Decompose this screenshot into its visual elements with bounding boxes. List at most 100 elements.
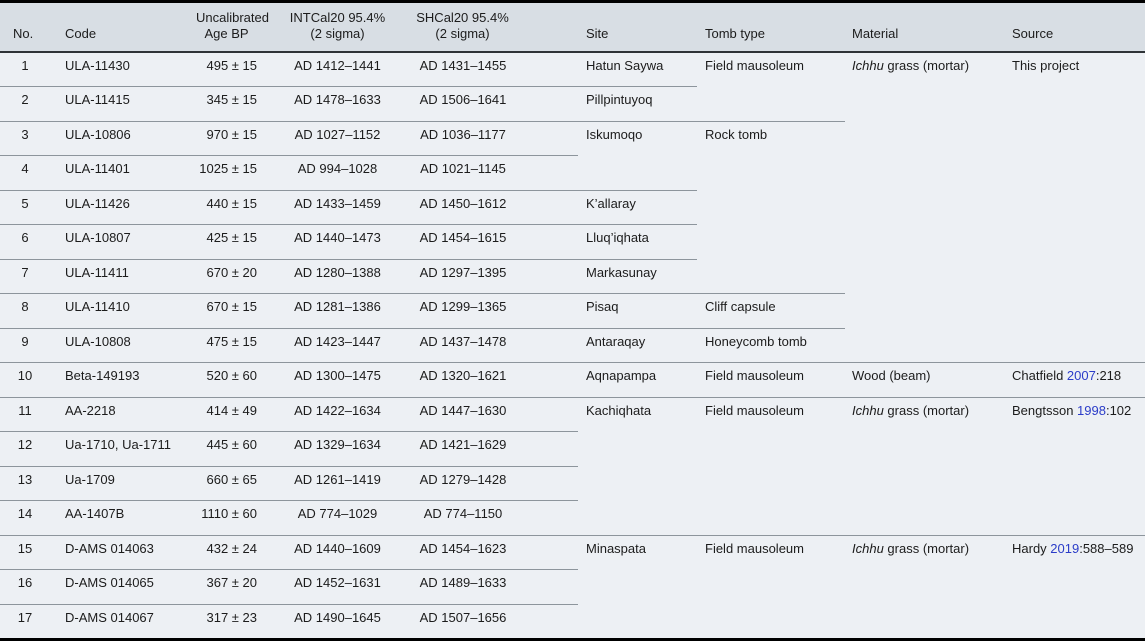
cell-shcal: AD 1021–1145: [405, 155, 578, 191]
column-header-line: (2 sigma): [435, 26, 490, 42]
column-header-line: Site: [586, 26, 609, 42]
table-row: 15 D-AMS 014063 432 ± 24 AD 1440–1609 AD 145…: [0, 535, 1145, 570]
cell-shcal: AD 1431–1455: [405, 51, 578, 87]
cell-tomb: Field mausoleum: [705, 540, 804, 556]
cell-age: 660 ± 65: [196, 466, 270, 501]
cell-intcal: AD 1329–1634: [270, 431, 405, 467]
table-row: 10 Beta-149193 520 ± 60 AD 1300–1475 AD 1320…: [0, 362, 1145, 398]
column-header-intcal: INTCal20 95.4% (2 sigma): [270, 1, 405, 53]
cell-shcal: AD 1279–1428: [405, 466, 578, 501]
table-row: 2 ULA-11415 345 ± 15 AD 1478–1633 AD 1506–16…: [0, 86, 1145, 122]
cell-age: 317 ± 23: [206, 609, 257, 625]
cell-intcal: AD 1300–1475: [270, 362, 405, 398]
cell-age: 440 ± 15: [196, 190, 270, 225]
cell-shcal: AD 1447–1630: [405, 397, 578, 432]
cell-intcal: AD 1440–1473: [270, 224, 405, 260]
column-header-source: Source: [1005, 1, 1145, 53]
cell-age: 414 ± 49: [196, 397, 270, 432]
cell-material: Ichhu grass (mortar): [845, 397, 1005, 536]
material-italic-term: Ichhu: [852, 57, 884, 73]
cell-code: ULA-11411: [50, 259, 196, 294]
cell-source: This project: [1005, 51, 1145, 363]
cell-intcal: AD 994–1028: [270, 155, 405, 191]
cell-age: 367 ± 20: [196, 569, 270, 605]
column-header-no: No.: [0, 1, 50, 53]
cell-code: Ua-1709: [50, 466, 196, 501]
column-header-line: Tomb type: [705, 26, 765, 42]
cell-shcal: AD 1297–1395: [405, 259, 578, 294]
cell-shcal: AD 1489–1633: [405, 569, 578, 605]
table-row: 7 ULA-11411 670 ± 20 AD 1280–1388 AD 1297–13…: [0, 259, 1145, 294]
cell-source: Hardy 2019:588–589: [1012, 540, 1134, 556]
cell-material: Ichhu grass (mortar): [845, 51, 1005, 363]
cell-site: Hatun Saywa: [578, 51, 697, 87]
table-row: 1 ULA-11430 495 ± 15 AD 1412–1441 AD 1431–14…: [0, 51, 1145, 363]
cell-shcal: AD 1507–1656: [419, 609, 507, 625]
cell-shcal: AD 1421–1629: [405, 431, 578, 467]
cell-shcal: AD 1454–1615: [405, 224, 578, 260]
table-row: 11 AA-2218 414 ± 49 AD 1422–1634 AD 1447–163…: [0, 397, 1145, 536]
cell-age: 425 ± 15: [196, 224, 270, 260]
cell-shcal: AD 1036–1177: [405, 121, 578, 156]
cell-code: D-AMS 014065: [50, 569, 196, 605]
cell-no: 13: [0, 466, 50, 501]
table-row: 3 ULA-10806 970 ± 15 AD 1027–1152 AD 1036–11…: [0, 121, 1145, 294]
cell-no: 10: [0, 362, 50, 398]
cell-no: 3: [0, 121, 50, 156]
cell-code: Ua-1710, Ua-1711: [50, 431, 196, 467]
cell-material: Ichhu grass (mortar): [852, 540, 970, 556]
cell-age: 1025 ± 15: [196, 155, 270, 191]
cell-no: 11: [0, 397, 50, 432]
cell-shcal: AD 1454–1623: [405, 535, 578, 570]
cell-no: 2: [0, 86, 50, 122]
cell-code: ULA-10806: [50, 121, 196, 156]
cell-tomb: Cliff capsule: [697, 293, 845, 329]
material-italic-term: Ichhu: [852, 402, 884, 418]
cell-site: Antaraqay: [578, 328, 697, 363]
column-header-line: Age BP: [204, 26, 249, 42]
cell-code: ULA-11410: [50, 293, 196, 329]
cell-code: Beta-149193: [50, 362, 196, 398]
cell-no: 7: [0, 259, 50, 294]
source-year-link[interactable]: 1998: [1077, 402, 1106, 418]
material-italic-term: Ichhu: [852, 540, 884, 556]
column-header-tomb: Tomb type: [697, 1, 845, 53]
table-row: 12 Ua-1710, Ua-1711 445 ± 60 AD 1329–1634 AD…: [0, 431, 1145, 467]
cell-intcal: AD 1478–1633: [270, 86, 405, 122]
cell-source: Chatfield 2007:218: [1005, 362, 1145, 398]
cell-tomb: Field mausoleum: [697, 362, 845, 398]
source-year-link[interactable]: 2019: [1050, 540, 1080, 556]
table-row: 8 ULA-11410 670 ± 15 AD 1281–1386 AD 1299–13…: [0, 293, 1145, 329]
cell-no: 8: [0, 293, 50, 329]
cell-age: 475 ± 15: [196, 328, 270, 363]
cell-tomb: Field mausoleum: [697, 51, 845, 122]
cell-intcal: AD 1280–1388: [270, 259, 405, 294]
cell-age: 495 ± 15: [196, 51, 270, 87]
cell-code: ULA-10808: [50, 328, 196, 363]
cell-intcal: AD 1423–1447: [270, 328, 405, 363]
cell-no: 6: [0, 224, 50, 260]
cell-intcal: AD 1440–1609: [270, 535, 405, 570]
column-header-age: Uncalibrated Age BP: [196, 1, 270, 53]
cell-site: Lluq’iqhata: [578, 224, 697, 260]
column-header-line: SHCal20 95.4%: [416, 10, 509, 25]
column-header-line: Code: [65, 26, 97, 42]
cell-tomb: Honeycomb tomb: [697, 328, 845, 363]
table-row: 5 ULA-11426 440 ± 15 AD 1433–1459 AD 1450–16…: [0, 190, 1145, 225]
cell-source: Bengtsson 1998:102: [1005, 397, 1145, 536]
cell-shcal: AD 1450–1612: [405, 190, 578, 225]
table-header: No. Code Uncalibrated Age BP INTCal20 95.4%(…: [0, 1, 1145, 53]
cell-code: ULA-11401: [50, 155, 196, 191]
cell-intcal: AD 1490–1645: [294, 609, 381, 625]
cell-shcal: AD 1320–1621: [405, 362, 578, 398]
cell-intcal: AD 1261–1419: [270, 466, 405, 501]
cell-intcal: AD 1027–1152: [270, 121, 405, 156]
cell-code: ULA-10807: [50, 224, 196, 260]
cell-age: 670 ± 15: [196, 293, 270, 329]
table-row: 6 ULA-10807 425 ± 15 AD 1440–1473 AD 1454–16…: [0, 224, 1145, 260]
source-year-link[interactable]: 2007: [1066, 368, 1096, 383]
cell-tomb: Field mausoleum: [697, 397, 845, 536]
cell-intcal: AD 1412–1441: [270, 51, 405, 87]
column-header-code: Code: [50, 1, 196, 53]
